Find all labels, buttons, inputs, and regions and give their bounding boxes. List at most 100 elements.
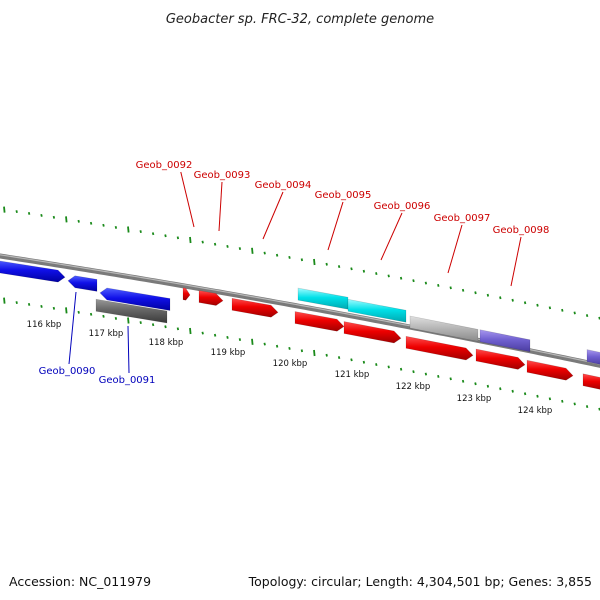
inner-tick: [213, 333, 217, 337]
inner-tick: [40, 304, 43, 308]
gene-arrow-forward[interactable]: [198, 290, 224, 306]
outer-tick: [201, 240, 204, 244]
gene-arrow-forward[interactable]: [582, 373, 600, 391]
gene-label-geob_0097[interactable]: Geob_0097: [434, 213, 491, 224]
scale-label: 117 kbp: [89, 329, 124, 339]
inner-tick: [499, 387, 502, 391]
outer-tick: [176, 236, 180, 240]
callout-line: [510, 236, 522, 287]
gene-label-geob_0095[interactable]: Geob_0095: [315, 190, 372, 201]
outer-tick: [127, 226, 130, 233]
gene-arrow-forward[interactable]: [479, 329, 531, 353]
inner-tick: [536, 394, 539, 398]
inner-tick: [511, 389, 514, 393]
callout-line: [447, 224, 463, 274]
inner-tick: [449, 377, 452, 381]
inner-tick: [561, 399, 564, 403]
inner-tick: [189, 327, 192, 335]
inner-tick: [251, 338, 254, 345]
inner-tick: [325, 353, 328, 357]
inner-tick: [337, 356, 341, 360]
gene-arrow-forward[interactable]: [182, 287, 191, 301]
gene-arrow-reverse[interactable]: [99, 287, 171, 311]
gene-label-geob_0096[interactable]: Geob_0096: [374, 201, 431, 212]
inner-tick: [238, 338, 242, 342]
callout-line: [180, 171, 195, 228]
outer-tick: [77, 219, 80, 223]
callout-line: [380, 212, 403, 261]
backbone: [0, 253, 600, 368]
gene-arrow-forward[interactable]: [294, 311, 345, 332]
gene-label-geob_0091[interactable]: Geob_0091: [99, 375, 156, 386]
outer-tick: [263, 251, 266, 255]
gene-label-geob_0094[interactable]: Geob_0094: [255, 180, 312, 191]
outer-tick: [275, 253, 279, 257]
outer-tick: [226, 244, 229, 248]
inner-tick: [52, 306, 56, 310]
gene-label-geob_0092[interactable]: Geob_0092: [136, 160, 193, 171]
gene-arrow-forward[interactable]: [405, 335, 474, 361]
outer-tick: [89, 221, 93, 225]
outer-tick: [412, 279, 415, 283]
outer-tick: [337, 265, 341, 269]
gene-label-geob_0090[interactable]: Geob_0090: [39, 366, 96, 377]
callout-line: [327, 201, 344, 251]
gene-arrow-forward[interactable]: [526, 359, 574, 381]
outer-tick: [573, 311, 576, 315]
outer-tick: [499, 296, 502, 300]
inner-tick: [474, 382, 477, 386]
inner-tick: [486, 384, 490, 388]
gene-arrow-forward[interactable]: [475, 348, 526, 370]
gene-arrow-forward[interactable]: [347, 298, 407, 323]
gene-arrow-forward[interactable]: [586, 349, 600, 366]
outer-tick: [523, 301, 527, 305]
gene-label-geob_0093[interactable]: Geob_0093: [194, 170, 251, 181]
map-title: Geobacter sp. FRC-32, complete genome: [166, 12, 434, 27]
outer-tick: [151, 232, 155, 236]
outer-tick: [449, 286, 452, 290]
outer-tick: [15, 210, 18, 214]
callout-line: [68, 291, 77, 365]
gene-arrow-reverse[interactable]: [95, 298, 168, 324]
outer-tick: [300, 258, 304, 262]
outer-tick: [114, 225, 118, 229]
inner-tick: [424, 372, 428, 376]
inner-tick: [437, 374, 440, 378]
inner-tick: [201, 331, 204, 335]
outer-tick: [251, 247, 254, 254]
callout-line: [262, 191, 284, 240]
outer-tick: [362, 269, 366, 273]
gene-arrow-forward[interactable]: [231, 297, 279, 318]
gene-arrow-reverse[interactable]: [0, 260, 66, 283]
inner-tick: [375, 363, 378, 367]
gene-arrow-forward[interactable]: [343, 321, 402, 344]
outer-tick: [486, 293, 490, 297]
outer-tick: [52, 215, 56, 219]
gene-label-geob_0098[interactable]: Geob_0098: [493, 225, 550, 236]
outer-tick: [139, 230, 142, 234]
outer-tick: [102, 223, 105, 227]
gene-track: [0, 260, 600, 390]
inner-tick: [127, 317, 130, 324]
outer-tick: [474, 291, 477, 295]
outer-tick: [561, 308, 564, 312]
scale-label: 121 kbp: [335, 370, 370, 380]
gene-arrow-forward[interactable]: [409, 315, 479, 342]
outer-tick: [536, 303, 539, 307]
inner-tick: [412, 370, 415, 374]
outer-tick: [213, 242, 217, 246]
inner-tick: [89, 312, 93, 316]
gene-arrow-reverse[interactable]: [67, 275, 98, 292]
inner-tick: [139, 321, 142, 325]
inner-tick: [176, 327, 180, 331]
inner-tick: [164, 325, 167, 329]
outer-tick: [288, 255, 291, 259]
outer-tick: [399, 276, 403, 280]
outer-tick: [189, 236, 192, 244]
outer-tick: [164, 234, 167, 238]
outer-tick: [40, 213, 43, 217]
inner-tick: [300, 349, 304, 353]
outer-tick: [313, 258, 316, 266]
callout-line: [218, 181, 223, 232]
